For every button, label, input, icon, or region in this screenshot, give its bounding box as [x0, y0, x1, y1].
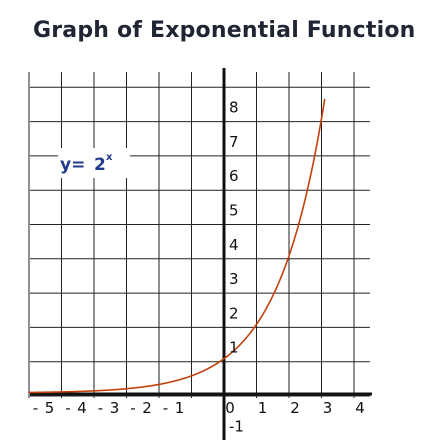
y-tick-label: 7 [229, 133, 239, 151]
x-tick-label: 0 [225, 399, 235, 417]
exponential-curve [29, 98, 326, 394]
x-tick-label: 2 [142, 399, 152, 417]
y-tick-label: 5 [229, 202, 239, 220]
x-tick-label: 3 [323, 399, 333, 417]
function-label: y= 2 x [58, 148, 130, 178]
chart-title: Graph of Exponential Function [33, 18, 416, 43]
y-tick-label: 8 [229, 99, 239, 117]
y-tick-label: 4 [229, 236, 239, 254]
y-tick-label: 1 [229, 339, 239, 357]
x-tick-label: 3 [110, 399, 120, 417]
function-label-base: 2 [94, 155, 106, 175]
x-tick-label: 4 [355, 399, 365, 417]
x-tick-label: 1 [258, 399, 268, 417]
x-tick-label: 1 [175, 399, 185, 417]
axes [30, 68, 372, 440]
y-tick-label: -1 [229, 417, 244, 435]
x-tick-minus-mark: - [130, 399, 135, 417]
x-tick-minus-mark: - [65, 399, 70, 417]
grid [28, 72, 370, 398]
y-tick-label: 2 [229, 304, 239, 322]
x-tick-minus-mark: - [33, 399, 38, 417]
x-tick-minus-mark: - [163, 399, 168, 417]
function-label-lhs: y= [60, 155, 85, 175]
x-tick-label: 5 [45, 399, 55, 417]
x-tick-minus-mark: - [98, 399, 103, 417]
function-label-box [58, 148, 130, 178]
y-tick-label: 3 [229, 270, 239, 288]
x-tick-label: 4 [77, 399, 87, 417]
y-tick-label: 6 [229, 167, 239, 185]
function-label-exponent: x [106, 152, 113, 163]
x-tick-label: 2 [290, 399, 300, 417]
curve-layer [29, 98, 326, 394]
